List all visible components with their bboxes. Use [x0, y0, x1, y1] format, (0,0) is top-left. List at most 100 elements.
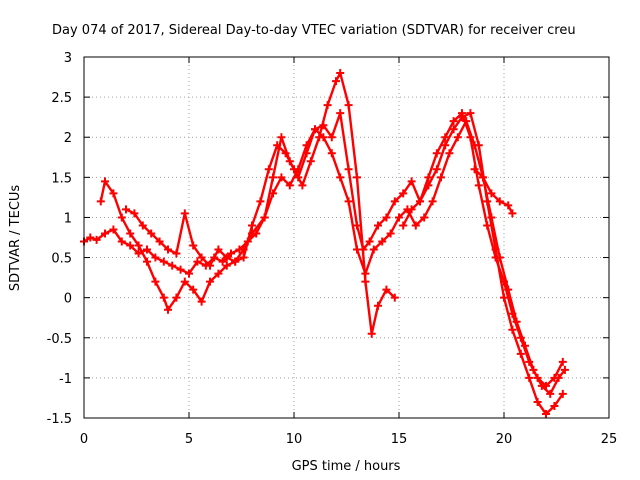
- data-point: [441, 141, 450, 150]
- data-point: [92, 235, 101, 244]
- y-axis-label: SDTVAR / TECUs: [8, 185, 23, 292]
- data-point: [101, 177, 109, 186]
- y-tick-label: 1: [64, 211, 72, 226]
- y-tick-label: 0.5: [51, 252, 72, 267]
- data-point: [353, 173, 361, 182]
- data-point: [336, 173, 345, 182]
- x-tick-label: 5: [185, 432, 193, 447]
- data-point: [525, 373, 534, 382]
- data-point: [206, 261, 214, 270]
- data-point: [336, 109, 345, 118]
- y-tick-label: 0: [64, 292, 72, 307]
- data-point: [424, 173, 433, 182]
- chart-title: Day 074 of 2017, Sidereal Day-to-day VTE…: [52, 23, 576, 38]
- y-tick-labels: -1.5 -1 -0.5 0 0.5 1 1.5 2 2.5 3: [47, 51, 72, 427]
- data-point: [327, 149, 336, 158]
- data-point: [264, 165, 273, 174]
- y-tick-label: 3: [64, 51, 72, 66]
- series-line: [99, 71, 396, 335]
- data-point: [432, 165, 441, 174]
- data-point: [239, 245, 248, 254]
- data-point: [109, 189, 118, 198]
- data-point: [159, 293, 168, 302]
- data-point: [319, 121, 328, 130]
- data-point: [147, 229, 156, 238]
- data-point: [138, 221, 147, 230]
- data-point: [151, 277, 160, 286]
- data-point: [231, 257, 240, 266]
- data-point: [500, 293, 508, 302]
- data-point: [189, 285, 198, 294]
- data-point: [399, 189, 408, 198]
- data-point: [386, 229, 395, 238]
- data-point: [558, 357, 567, 366]
- data-point: [483, 197, 492, 206]
- data-point: [306, 157, 315, 166]
- data-point: [407, 205, 416, 214]
- data-point: [185, 269, 193, 278]
- data-point: [222, 261, 231, 270]
- data-point: [101, 229, 109, 238]
- data-point: [491, 245, 500, 254]
- data-point: [218, 257, 227, 266]
- data-point: [508, 325, 517, 334]
- data-point: [542, 409, 550, 418]
- data-point: [143, 257, 151, 266]
- data-point: [176, 265, 185, 274]
- y-tick-label: -0.5: [47, 332, 72, 347]
- data-point: [495, 197, 504, 206]
- y-tick-label: -1.5: [47, 412, 72, 427]
- x-tick-label: 10: [286, 432, 303, 447]
- data-point: [134, 249, 143, 258]
- grid-lines: [84, 57, 609, 418]
- data-point: [416, 197, 424, 206]
- data-point: [449, 125, 458, 134]
- data-point: [474, 181, 483, 190]
- data-point: [248, 229, 256, 238]
- data-point: [361, 277, 370, 286]
- data-point: [126, 229, 135, 238]
- data-series: [80, 69, 569, 418]
- data-point: [315, 133, 324, 142]
- data-point: [407, 177, 416, 186]
- data-point: [164, 305, 172, 314]
- data-point: [508, 209, 517, 218]
- data-point: [525, 357, 534, 366]
- data-point: [206, 277, 214, 286]
- data-point: [550, 373, 559, 382]
- data-point: [155, 237, 164, 246]
- data-point: [239, 253, 248, 262]
- data-point: [504, 201, 513, 210]
- data-point: [344, 165, 353, 174]
- data-point: [151, 253, 160, 262]
- data-point: [420, 213, 429, 222]
- data-point: [327, 133, 336, 142]
- data-point: [143, 245, 151, 254]
- data-point: [302, 149, 311, 158]
- plot-frame: [83, 56, 610, 419]
- data-point: [445, 149, 454, 158]
- data-point: [126, 241, 135, 250]
- data-point: [122, 205, 130, 214]
- data-point: [458, 113, 466, 122]
- x-axis-label: GPS time / hours: [292, 459, 401, 474]
- x-tick-labels: 0 5 10 15 20 25: [80, 432, 617, 447]
- data-point: [197, 297, 206, 306]
- data-point: [424, 181, 433, 190]
- data-point: [374, 221, 382, 230]
- data-point: [428, 197, 437, 206]
- data-point: [546, 389, 555, 398]
- y-tick-label: 1.5: [51, 171, 72, 186]
- data-point: [159, 257, 168, 266]
- data-point: [470, 165, 479, 174]
- series-line: [402, 111, 564, 416]
- data-point: [466, 133, 475, 142]
- data-point: [550, 401, 559, 410]
- data-point: [399, 221, 408, 230]
- data-point: [560, 365, 569, 374]
- data-point: [214, 269, 223, 278]
- data-point: [432, 149, 441, 158]
- data-point: [441, 133, 450, 142]
- y-tick-label: 2: [64, 131, 72, 146]
